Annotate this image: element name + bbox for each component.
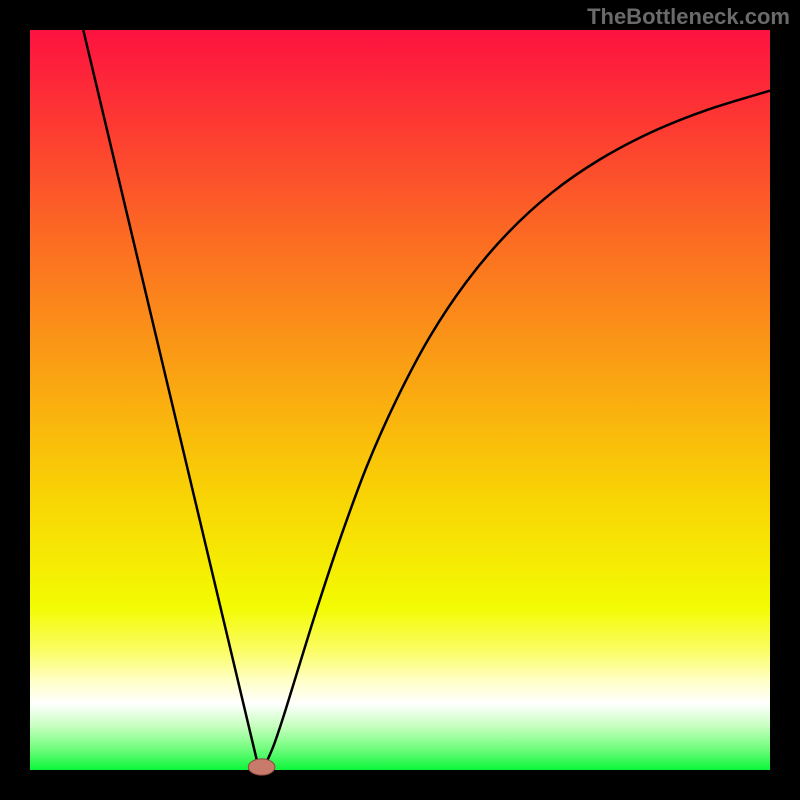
watermark-text: TheBottleneck.com [587,4,790,30]
bottleneck-curve-chart [0,0,800,800]
minimum-marker [248,759,275,775]
gradient-background [30,30,770,770]
chart-container: TheBottleneck.com [0,0,800,800]
